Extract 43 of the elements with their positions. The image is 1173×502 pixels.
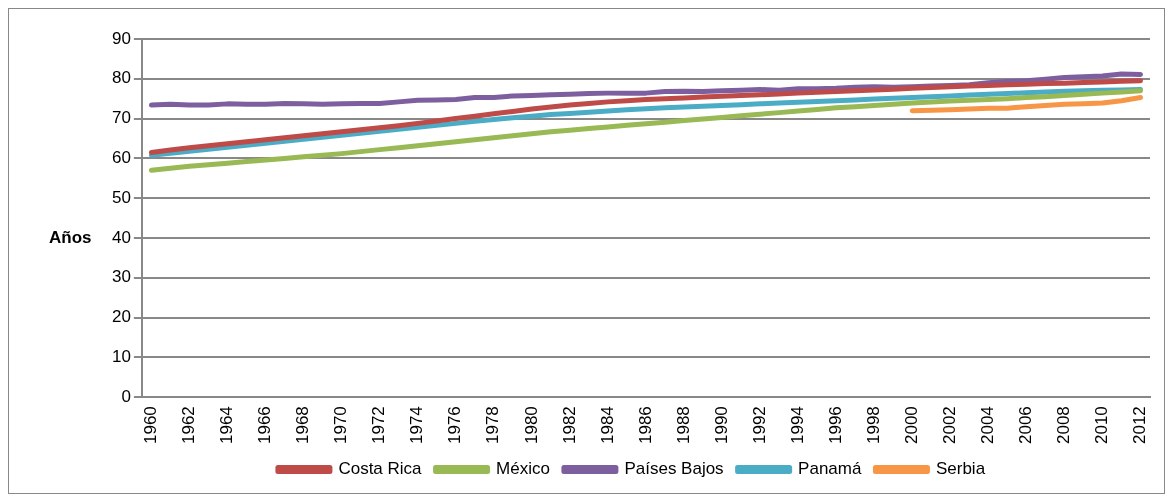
x-tick-label: 1978 xyxy=(483,406,503,445)
x-tick-label: 1990 xyxy=(711,406,731,445)
x-tick-label: 1964 xyxy=(217,406,237,445)
y-tick-label: 80 xyxy=(111,68,131,88)
x-tick-label: 2004 xyxy=(978,406,998,445)
y-tick-label: 60 xyxy=(111,148,131,168)
x-tick-label: 2006 xyxy=(1016,406,1036,445)
x-tick-label: 1970 xyxy=(331,406,351,445)
x-tick-label: 2008 xyxy=(1054,406,1074,445)
x-tick-label: 2000 xyxy=(901,406,921,445)
x-tick-label: 1982 xyxy=(559,406,579,445)
x-tick-label: 1976 xyxy=(445,406,465,445)
x-tick-label: 1992 xyxy=(749,406,769,445)
legend-label: México xyxy=(496,459,550,479)
y-tick-label: 10 xyxy=(111,347,131,367)
y-tick-label: 0 xyxy=(121,386,131,406)
x-tick-label: 1986 xyxy=(635,406,655,445)
y-tick-label: 40 xyxy=(111,227,131,247)
x-tick-label: 1998 xyxy=(863,406,883,445)
y-tick-label: 50 xyxy=(111,187,131,207)
x-tick-label: 2002 xyxy=(939,406,959,445)
x-tick-label: 1968 xyxy=(293,406,313,445)
y-tick-label: 70 xyxy=(111,108,131,128)
legend-label: Serbia xyxy=(935,459,986,479)
y-tick-label: 30 xyxy=(111,267,131,287)
x-tick-label: 1974 xyxy=(407,406,427,445)
y-tick-label: 90 xyxy=(111,28,131,48)
x-tick-label: 1980 xyxy=(521,406,541,445)
x-tick-label: 2012 xyxy=(1130,406,1150,445)
x-tick-label: 2010 xyxy=(1092,406,1112,445)
legend-label: Panamá xyxy=(798,459,862,479)
x-tick-label: 1966 xyxy=(255,406,275,445)
x-tick-label: 1988 xyxy=(673,406,693,445)
y-tick-label: 20 xyxy=(111,307,131,327)
y-axis-title: Años xyxy=(49,227,92,247)
x-tick-label: 1994 xyxy=(787,406,807,445)
x-tick-label: 1984 xyxy=(597,406,617,445)
x-tick-label: 1960 xyxy=(141,406,161,445)
x-tick-label: 1996 xyxy=(825,406,845,445)
legend-label: Costa Rica xyxy=(338,459,423,479)
x-tick-label: 1972 xyxy=(369,406,389,445)
legend-label: Países Bajos xyxy=(624,459,724,479)
x-tick-label: 1962 xyxy=(179,406,199,445)
